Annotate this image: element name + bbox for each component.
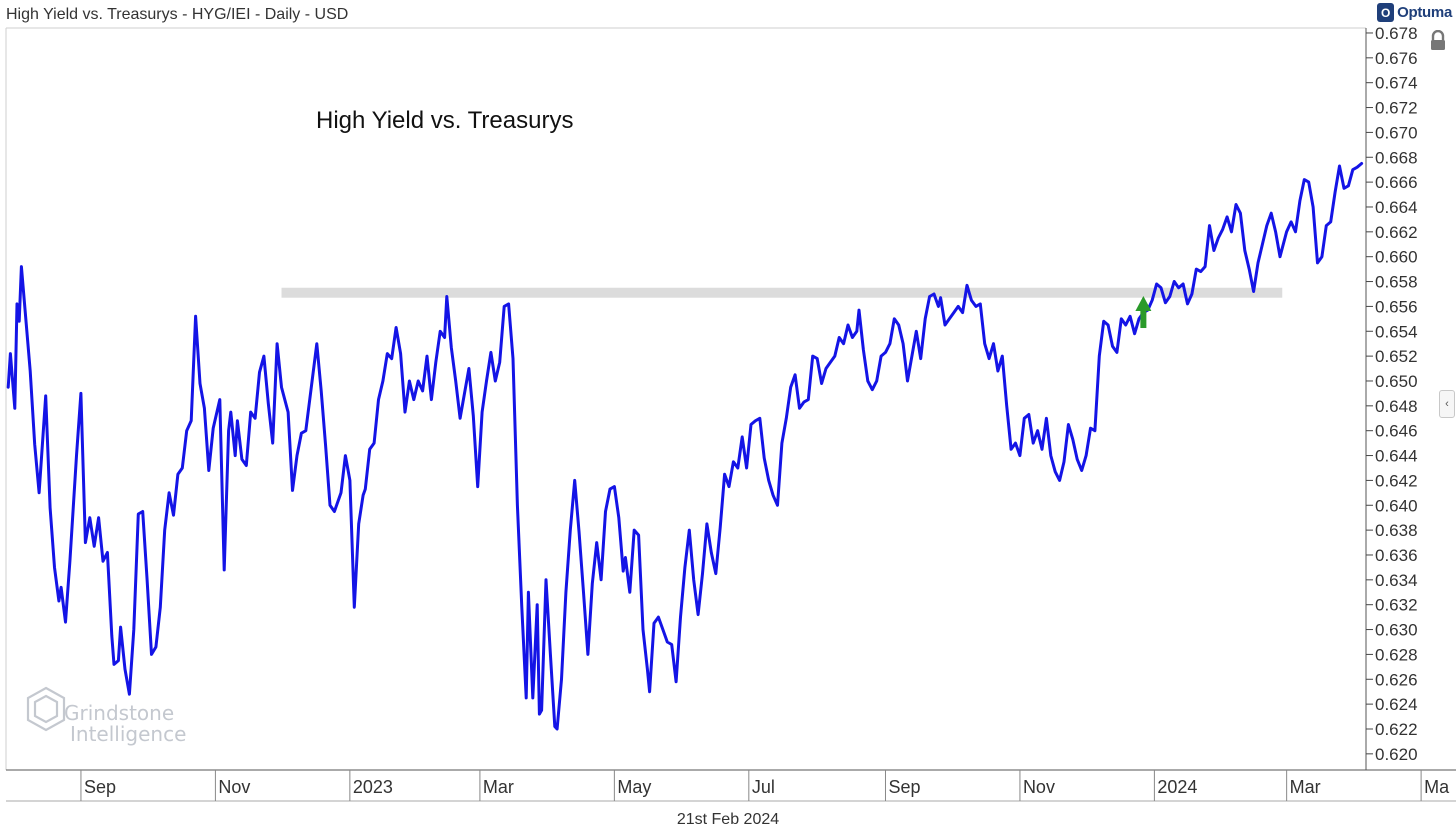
chart-title: High Yield vs. Treasurys (316, 107, 573, 134)
y-tick-label: 0.676 (1375, 49, 1418, 68)
footer-date: 21st Feb 2024 (676, 811, 780, 828)
x-tick-label: 2024 (1157, 777, 1197, 797)
y-axis: 0.620 0.622 0.624 0.626 0.628 0.630 0.632 0.634… (1366, 24, 1418, 764)
y-tick-label: 0.622 (1375, 720, 1418, 739)
y-tick-label: 0.674 (1375, 74, 1418, 93)
up-arrow-icon (1135, 296, 1152, 329)
x-tick-label: 2023 (353, 777, 393, 797)
y-tick-label: 0.626 (1375, 670, 1418, 689)
y-tick-label: 0.632 (1375, 596, 1418, 615)
watermark: Grindstone Intelligence (24, 686, 214, 746)
resistance-band (281, 287, 1283, 298)
watermark-hex-icon (26, 686, 66, 732)
chart-frame (5, 27, 1456, 802)
watermark-line-2: Intelligence (70, 722, 186, 746)
y-tick-label: 0.660 (1375, 248, 1418, 267)
lock-icon[interactable] (1428, 29, 1448, 52)
chevron-left-icon: ‹ (1445, 398, 1449, 410)
y-tick-label: 0.670 (1375, 123, 1418, 142)
y-tick-label: 0.672 (1375, 99, 1418, 118)
y-tick-label: 0.642 (1375, 471, 1418, 490)
y-tick-label: 0.630 (1375, 621, 1418, 640)
window-title: High Yield vs. Treasurys - HYG/IEI - Dai… (6, 6, 349, 23)
y-tick-label: 0.636 (1375, 546, 1418, 565)
y-tick-label: 0.628 (1375, 645, 1418, 664)
x-tick-label: Mar (1290, 777, 1321, 797)
y-tick-label: 0.648 (1375, 397, 1418, 416)
y-tick-label: 0.634 (1375, 571, 1418, 590)
arrow-head (1135, 296, 1152, 312)
arrow-layer (1135, 296, 1152, 329)
x-tick-label: Jul (752, 777, 775, 797)
y-tick-label: 0.664 (1375, 198, 1418, 217)
x-tick-label: Sep (84, 777, 116, 797)
y-tick-label: 0.650 (1375, 372, 1418, 391)
watermark-line-1: Grindstone (64, 701, 174, 725)
y-tick-label: 0.620 (1375, 745, 1418, 764)
y-tick-label: 0.658 (1375, 273, 1418, 292)
x-axis: Sep Nov 2023 Mar May Jul Sep Nov 2024 Mar Ma (80, 770, 1450, 801)
arrow-shaft (1140, 310, 1147, 329)
y-tick-label: 0.646 (1375, 422, 1418, 441)
y-tick-label: 0.666 (1375, 173, 1418, 192)
series-layer (6, 162, 1364, 731)
x-tick-label: Sep (888, 777, 920, 797)
x-tick-label: Nov (1023, 777, 1055, 797)
x-tick-label: Ma (1424, 777, 1450, 797)
y-tick-label: 0.654 (1375, 322, 1418, 341)
y-tick-label: 0.638 (1375, 521, 1418, 540)
y-tick-label: 0.656 (1375, 297, 1418, 316)
brand-name: Optuma (1397, 4, 1452, 21)
y-tick-label: 0.624 (1375, 695, 1418, 714)
y-tick-label: 0.662 (1375, 223, 1418, 242)
y-tick-label: 0.644 (1375, 447, 1418, 466)
series-line-0 (6, 162, 1364, 731)
optuma-logo-icon: O (1377, 3, 1395, 22)
x-tick-label: May (617, 777, 651, 797)
y-tick-label: 0.668 (1375, 148, 1418, 167)
x-tick-label: Mar (483, 777, 514, 797)
x-tick-label: Nov (218, 777, 250, 797)
y-tick-label: 0.678 (1375, 24, 1418, 43)
resistance-band-layer (281, 287, 1283, 298)
brand-logo: O Optuma (1377, 3, 1452, 22)
collapse-panel-tab[interactable]: ‹ (1439, 390, 1455, 418)
y-tick-label: 0.652 (1375, 347, 1418, 366)
y-tick-label: 0.640 (1375, 496, 1418, 515)
